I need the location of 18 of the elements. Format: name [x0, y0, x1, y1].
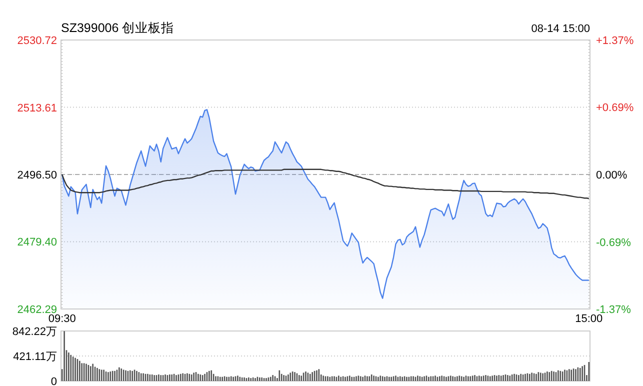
y-tick-label: 842.22万 [12, 326, 57, 338]
y2-tick-label: +1.37% [596, 35, 634, 47]
line-series [62, 168, 590, 200]
y2-tick-label: +0.69% [596, 102, 634, 114]
x-tick-label: 15:00 [575, 313, 603, 325]
y-tick-label: 2462.29 [17, 304, 57, 316]
y-tick-label: 2496.50 [17, 170, 57, 182]
text: 08-14 15:00 [531, 23, 590, 35]
chart-title: SZ399006 创业板指 [61, 21, 174, 35]
y2-tick-label: -0.69% [596, 237, 632, 250]
y2-tick-label: -1.37% [596, 304, 632, 316]
y-tick-label: 2513.61 [17, 102, 57, 114]
y-tick-label: 0 [50, 376, 57, 386]
y-tick-label: 421.11万 [13, 351, 57, 363]
y2-tick-label: 0.00% [596, 170, 628, 182]
y-tick-label: 2530.72 [17, 35, 57, 47]
x-tick-label: 09:30 [48, 313, 76, 325]
y-tick-label: 2479.40 [17, 236, 57, 249]
